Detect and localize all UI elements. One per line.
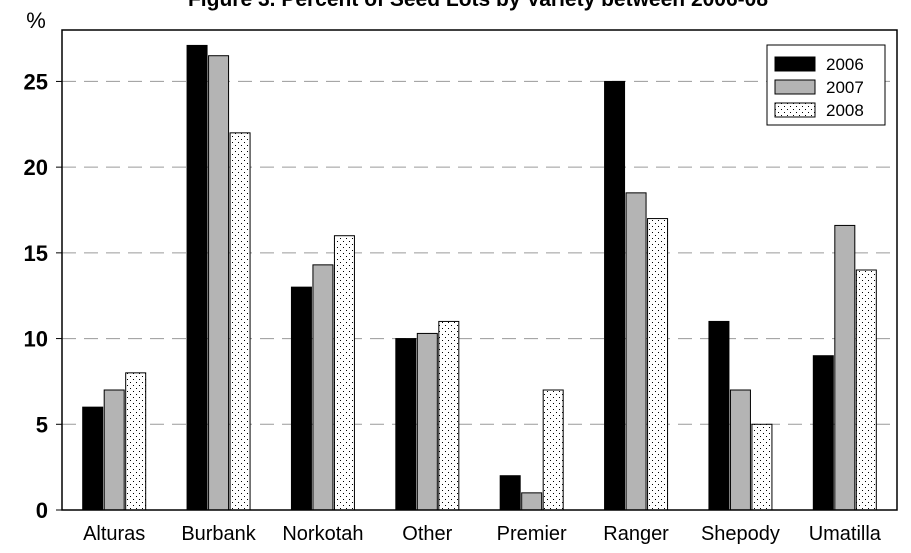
x-tick-label: Norkotah <box>282 523 363 545</box>
x-tick-label: Shepody <box>701 523 780 545</box>
x-tick-labels: Alturas Burbank Norkotah Other Premier Ranger… <box>83 523 882 545</box>
x-tick-label: Premier <box>497 523 567 545</box>
bar-2006-other <box>395 338 417 511</box>
bar-2008-other <box>438 320 460 511</box>
bar-2007-umatilla <box>834 224 856 511</box>
bar-2006-premier <box>499 475 521 511</box>
bar-2008-norkotah <box>333 235 355 511</box>
bars-group <box>82 44 877 511</box>
bar-2007-premier <box>521 492 543 511</box>
x-tick-label: Umatilla <box>809 523 882 545</box>
legend-swatch-2008 <box>774 102 816 118</box>
bar-2007-other <box>416 332 438 511</box>
bar-2006-umatilla <box>812 355 834 511</box>
bar-2008-umatilla <box>855 269 877 511</box>
bar-2008-shepody <box>751 423 773 511</box>
x-tick-label: Alturas <box>83 523 145 545</box>
y-tick-label: 25 <box>24 69 48 94</box>
legend-label: 2006 <box>826 55 864 74</box>
bar-2008-alturas <box>125 372 147 511</box>
bar-2008-premier <box>542 389 564 511</box>
bar-2006-ranger <box>604 80 626 511</box>
legend-swatch-2006 <box>774 56 816 72</box>
y-tick-label: 0 <box>36 498 48 523</box>
legend-label: 2008 <box>826 101 864 120</box>
bar-2007-ranger <box>625 192 647 511</box>
legend: 2006 2007 2008 <box>766 44 886 126</box>
bar-2007-norkotah <box>312 264 334 511</box>
y-tick-label: 10 <box>24 327 48 352</box>
y-tick-label: 20 <box>24 155 48 180</box>
bar-2007-alturas <box>103 389 125 511</box>
bar-2007-burbank <box>208 55 230 511</box>
x-tick-label: Burbank <box>181 523 256 545</box>
bar-2006-shepody <box>708 320 730 511</box>
bar-2006-norkotah <box>290 286 312 511</box>
x-tick-label: Ranger <box>603 523 669 545</box>
legend-swatch-2007 <box>774 79 816 95</box>
x-tick-label: Other <box>402 523 452 545</box>
y-axis-label: % <box>26 8 46 33</box>
bar-2006-burbank <box>186 44 208 511</box>
bar-2006-alturas <box>82 406 104 511</box>
bar-2008-ranger <box>647 218 669 511</box>
bar-2007-shepody <box>729 389 751 511</box>
y-tick-labels: 0 5 10 15 20 25 <box>24 69 62 523</box>
legend-label: 2007 <box>826 78 864 97</box>
y-tick-label: 5 <box>36 412 48 437</box>
bar-2008-burbank <box>229 132 251 511</box>
chart-title: Figure 3. Percent of Seed Lots by Variet… <box>188 0 768 11</box>
plot-frame <box>61 29 898 511</box>
y-tick-label: 15 <box>24 241 48 266</box>
